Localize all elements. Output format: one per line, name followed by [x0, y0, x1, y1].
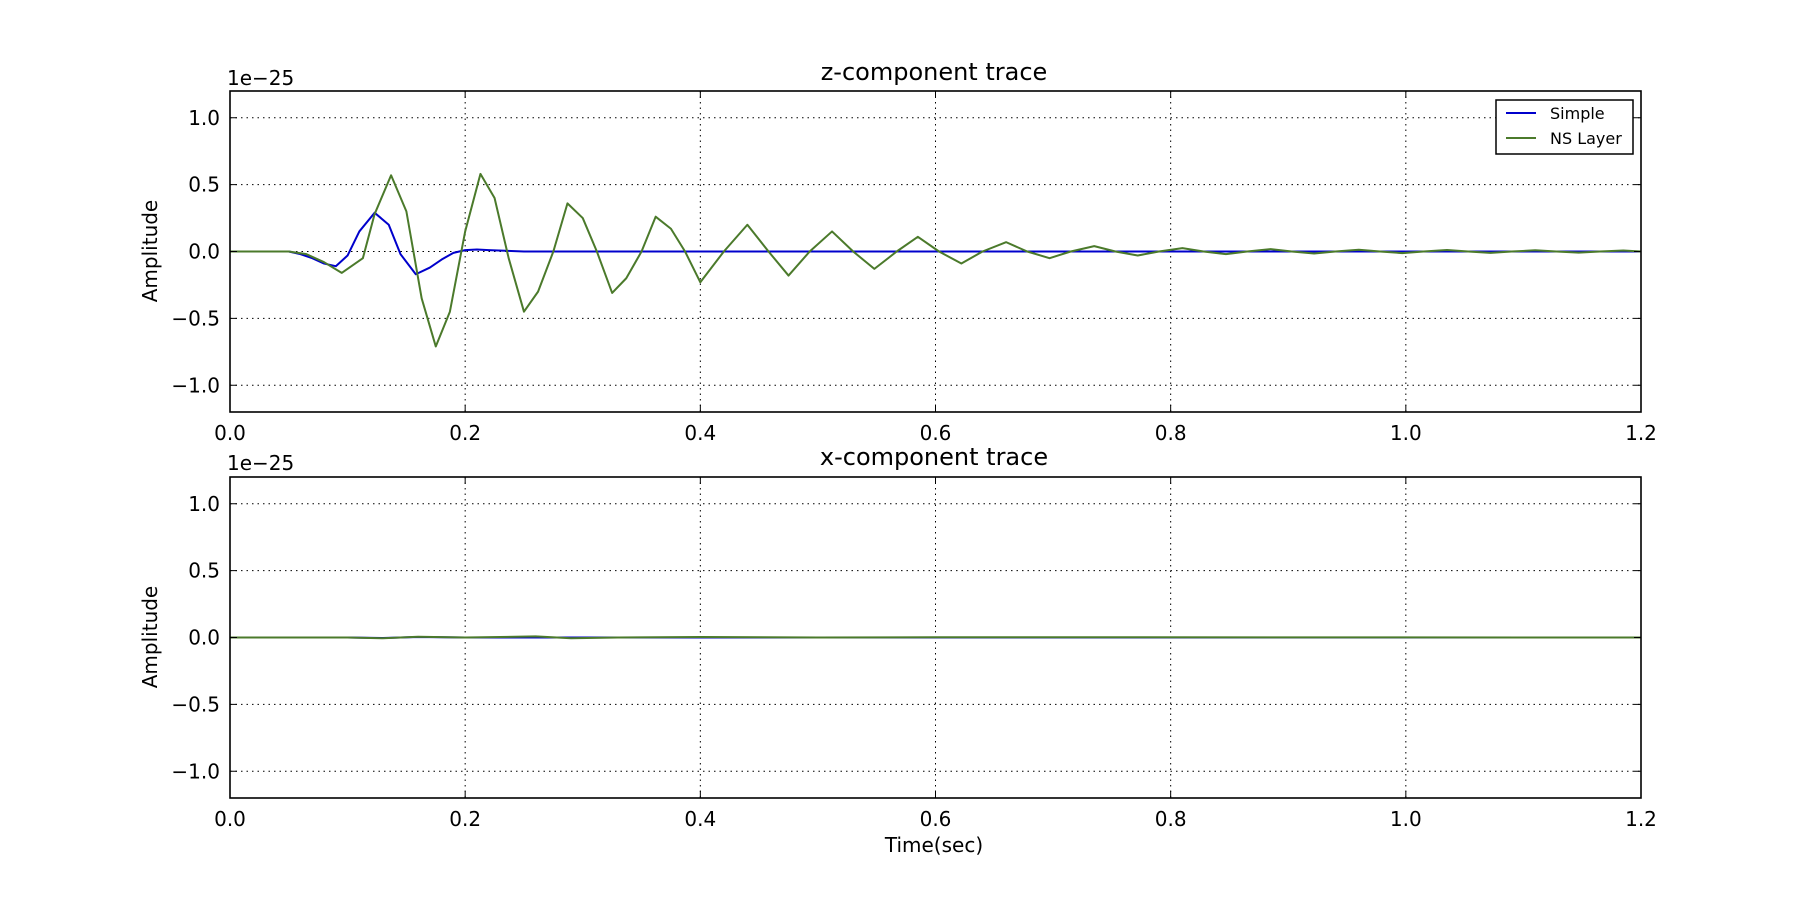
- z-component-ytick-label: 0.0: [188, 240, 220, 264]
- z-component-ytick-label: −1.0: [171, 373, 220, 397]
- x-component-offset-text: 1e−25: [227, 451, 294, 475]
- z-component-xtick-label: 0.4: [684, 421, 716, 445]
- z-component-xtick-label: 0.8: [1155, 421, 1187, 445]
- z-component-ylabel: Amplitude: [138, 200, 162, 303]
- x-component-ytick-label: −0.5: [171, 692, 220, 716]
- x-component-xtick-label: 1.0: [1390, 807, 1422, 831]
- z-component-xtick-label: 0.6: [920, 421, 952, 445]
- x-component-xtick-label: 0.6: [920, 807, 952, 831]
- x-component-xtick-label: 0.0: [214, 807, 246, 831]
- z-component-xtick-label: 0.0: [214, 421, 246, 445]
- x-component-series-ns-layer: [230, 635, 1641, 640]
- z-component-series-simple: [230, 211, 1641, 276]
- z-component-xtick-label: 1.2: [1625, 421, 1657, 445]
- z-component-ytick-label: 0.5: [188, 173, 220, 197]
- x-component-ytick-label: 0.5: [188, 559, 220, 583]
- x-component-ytick-label: 1.0: [188, 492, 220, 516]
- x-component-ytick-label: −1.0: [171, 759, 220, 783]
- legend-label-ns-layer: NS Layer: [1550, 129, 1622, 148]
- z-component-title: z-component trace: [821, 58, 1048, 86]
- z-component-offset-text: 1e−25: [227, 66, 294, 90]
- z-component-xtick-label: 0.2: [449, 421, 481, 445]
- z-component-ytick-label: 1.0: [188, 106, 220, 130]
- x-component-xtick-label: 0.2: [449, 807, 481, 831]
- z-component-series-ns-layer: [230, 172, 1641, 348]
- x-component-xlabel: Time(sec): [884, 833, 983, 857]
- x-component-ylabel: Amplitude: [138, 586, 162, 689]
- z-component-subplot: z-component trace 1e−25 Amplitude 0.0 0.2…: [138, 58, 1657, 445]
- x-component-xtick-label: 0.8: [1155, 807, 1187, 831]
- x-component-ytick-label: 0.0: [188, 626, 220, 650]
- x-component-xtick-label: 0.4: [684, 807, 716, 831]
- legend: Simple NS Layer: [1495, 99, 1634, 155]
- x-component-xtick-label: 1.2: [1625, 807, 1657, 831]
- x-component-title: x-component trace: [820, 443, 1048, 471]
- x-component-subplot: x-component trace 1e−25 Amplitude Time(s…: [138, 443, 1657, 857]
- legend-box: [1495, 99, 1634, 155]
- legend-label-simple: Simple: [1550, 104, 1605, 123]
- z-component-xtick-label: 1.0: [1390, 421, 1422, 445]
- z-component-ytick-label: −0.5: [171, 306, 220, 330]
